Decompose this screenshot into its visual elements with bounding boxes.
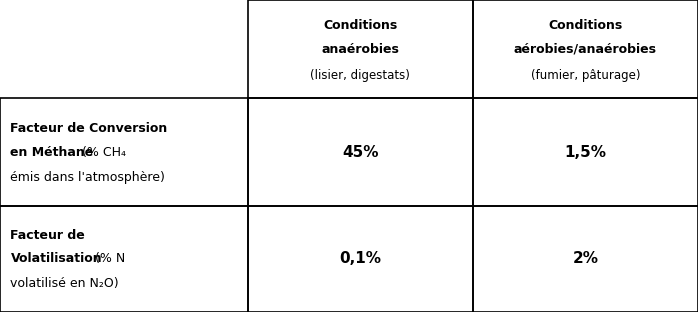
Text: 2%: 2%	[572, 251, 598, 266]
Bar	[248, 0, 473, 98]
Text: anaérobies: anaérobies	[321, 43, 399, 56]
Bar	[473, 206, 698, 312]
Text: 45%: 45%	[342, 144, 378, 160]
Bar	[473, 0, 698, 98]
Text: aérobies/anaérobies: aérobies/anaérobies	[514, 43, 657, 56]
Bar	[248, 98, 473, 206]
Text: en Méthane: en Méthane	[10, 146, 94, 158]
Text: (% N: (% N	[91, 252, 125, 266]
Text: volatilisé en N₂O): volatilisé en N₂O)	[10, 277, 119, 290]
Bar	[473, 98, 698, 206]
Text: Facteur de Conversion: Facteur de Conversion	[10, 122, 168, 135]
Bar	[248, 206, 473, 312]
Text: (% CH₄: (% CH₄	[78, 146, 126, 158]
Bar	[0, 206, 248, 312]
Text: 0,1%: 0,1%	[339, 251, 381, 266]
Text: 1,5%: 1,5%	[564, 144, 607, 160]
Text: Conditions: Conditions	[548, 19, 623, 32]
Text: Volatilisation: Volatilisation	[10, 252, 102, 266]
Text: (fumier, pâturage): (fumier, pâturage)	[530, 69, 640, 82]
Text: (lisier, digestats): (lisier, digestats)	[310, 69, 410, 82]
Text: émis dans l'atmosphère): émis dans l'atmosphère)	[10, 171, 165, 183]
Bar	[0, 98, 248, 206]
Text: Conditions: Conditions	[323, 19, 397, 32]
Text: Facteur de: Facteur de	[10, 229, 85, 242]
